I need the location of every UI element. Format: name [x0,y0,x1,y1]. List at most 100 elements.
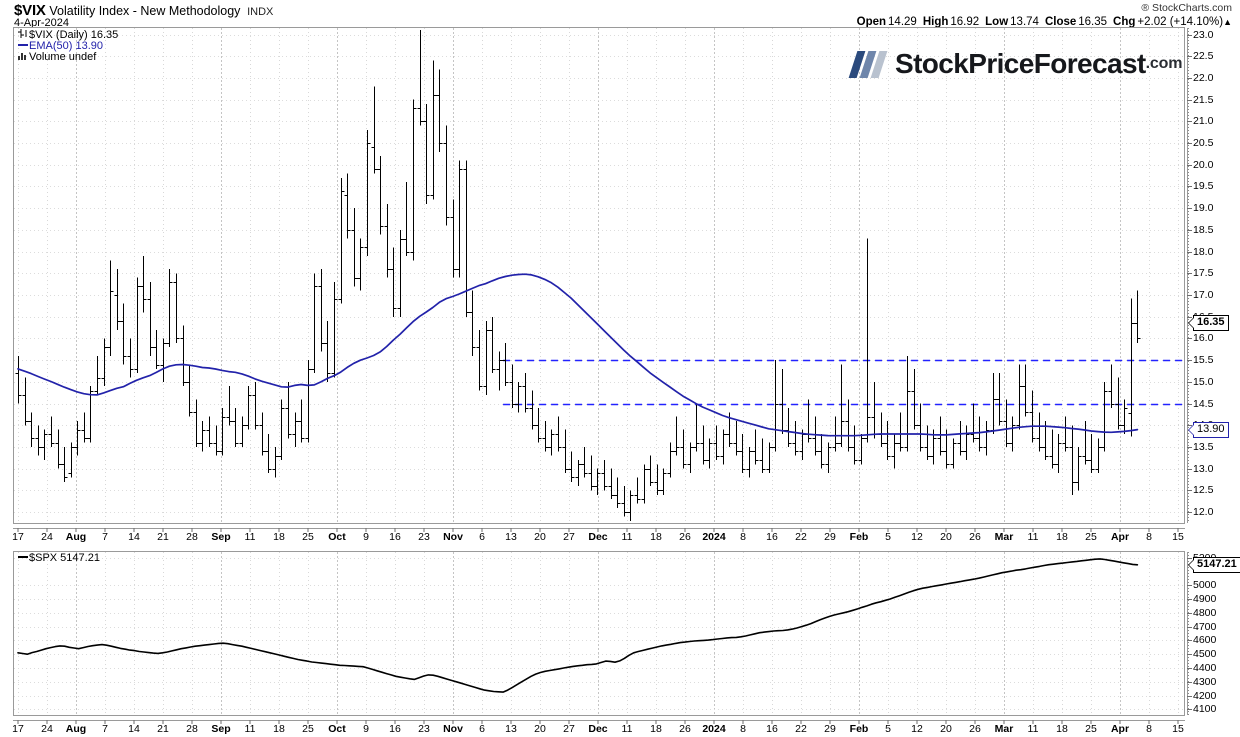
axis-tick-label: 6 [479,531,485,543]
axis-tick-label: Nov [443,531,463,543]
ohlc-quote-bar: Open 14.29 High 16.92 Low 13.74 Close 16.35 Chg +… [857,16,1232,28]
axis-tick-label: 11 [1027,531,1039,543]
logo-name: StockPriceForecast [895,48,1146,79]
axis-tick-label: 26 [969,531,981,543]
axis-tick [829,528,831,532]
axis-tick [916,720,918,724]
copyright-label: ® StockCharts.com [1141,2,1232,14]
axis-tick-label: 23.0 [1193,28,1214,41]
axis-tick [1187,490,1192,491]
legend-row-ema: EMA(50) 13.90 [18,40,118,53]
axis-tick [307,528,309,532]
axis-tick [1187,100,1192,101]
axis-tick [858,528,860,532]
price-flag: 16.35 [1188,315,1229,332]
axis-rail [1187,28,1188,523]
spx-series-layer [17,558,1139,693]
axis-tick [510,720,512,724]
axis-tick [597,720,599,724]
axis-tick-label: 20 [534,531,546,543]
axis-tick-label: Feb [849,531,869,543]
axis-tick [17,720,19,724]
chart-date: 4-Apr-2024 [14,17,70,29]
low-label: Low [985,16,1009,28]
axis-tick-label: 12.5 [1193,484,1214,497]
axis-tick [684,720,686,724]
axis-tick [742,528,744,532]
price-flag: 13.90 [1188,421,1229,438]
change-label: Chg [1113,16,1136,28]
spx-date-axis[interactable]: 17 24 Aug 7 14 21 28 Sep 11 18 25 Oct 9 16 23 Nov 6 13 20 2… [0,720,1240,736]
high-value: 16.92 [950,16,980,28]
axis-tick [452,528,454,532]
axis-tick-label: 18 [650,723,662,735]
axis-tick [1187,613,1192,614]
axis-tick-label: 5000 [1193,579,1217,592]
price-flag-pointer-icon [1188,423,1194,436]
axis-tick [1187,696,1192,697]
line-icon [18,43,28,46]
vix-chart-panel[interactable]: $VIX (Daily) 16.35 EMA(50) 13.90 Volume … [13,27,1185,524]
axis-tick-label: 8 [1146,723,1152,735]
axis-tick-label: 15 [1172,723,1184,735]
axis-tick [800,528,802,532]
axis-rail [13,720,1185,721]
axis-tick-label: 4200 [1193,689,1217,702]
axis-tick [568,528,570,532]
axis-tick [1187,230,1192,231]
axis-tick [1090,720,1092,724]
axis-tick [1187,338,1192,339]
logo-tld: .com [1145,55,1183,72]
axis-tick-label: 14 [128,723,140,735]
main-date-axis[interactable]: 17 24 Aug 7 14 21 28 Sep 11 18 25 Oct 9 16 23 Nov 6 13 20 2… [0,528,1240,544]
axis-tick [1187,627,1192,628]
axis-tick-label: Sep [211,723,231,735]
axis-tick [162,720,164,724]
main-price-axis[interactable]: 12.012.513.013.514.014.515.015.516.016.5… [1187,0,1239,737]
axis-tick [568,720,570,724]
axis-tick-label: 18 [273,531,285,543]
spx-gridlines [14,552,1184,715]
axis-tick [220,720,222,724]
axis-tick-label: 28 [186,531,198,543]
volume-bars-icon [18,52,29,64]
axis-tick-label: 27 [563,723,575,735]
axis-tick-label: 19.5 [1193,180,1214,193]
axis-tick-label: Mar [994,531,1014,543]
axis-tick-label: 9 [363,723,369,735]
axis-tick-label: 2024 [702,531,726,543]
axis-tick-label: 4400 [1193,662,1217,675]
axis-tick [510,528,512,532]
axis-tick-label: 16 [766,723,778,735]
axis-tick-label: 23 [418,531,430,543]
axis-tick [771,720,773,724]
axis-tick [974,720,976,724]
spx-price-axis[interactable]: 4100 4200 4300 4400 4500 4600 4700 4800 4900 5000… [1187,0,1240,737]
axis-tick [829,720,831,724]
axis-tick [1187,585,1192,586]
axis-tick [1061,528,1063,532]
axis-tick-label: 4100 [1193,703,1217,716]
axis-tick-label: 7 [102,531,108,543]
axis-tick-label: 26 [679,531,691,543]
axis-tick-label: 5 [885,531,891,543]
axis-tick [742,720,744,724]
axis-tick-label: Apr [1110,531,1130,543]
axis-tick [1032,528,1034,532]
price-flag-pointer-icon [1188,317,1194,330]
axis-tick-label: 17.0 [1193,289,1214,302]
spx-chart-panel[interactable]: $SPX 5147.21 [13,551,1185,716]
axis-tick [1187,143,1192,144]
axis-tick-label: 25 [1085,723,1097,735]
axis-tick-label: 12 [911,723,923,735]
axis-tick-label: 22 [795,531,807,543]
chart-title: $VIX Volatility Index - New Methodology … [14,2,273,19]
axis-tick [1187,599,1192,600]
axis-rail [13,528,1185,529]
axis-tick [17,528,19,532]
price-flag-pointer-icon [1188,558,1194,571]
axis-tick [1187,35,1192,36]
axis-tick [336,720,338,724]
axis-tick-label: 21.0 [1193,115,1214,128]
